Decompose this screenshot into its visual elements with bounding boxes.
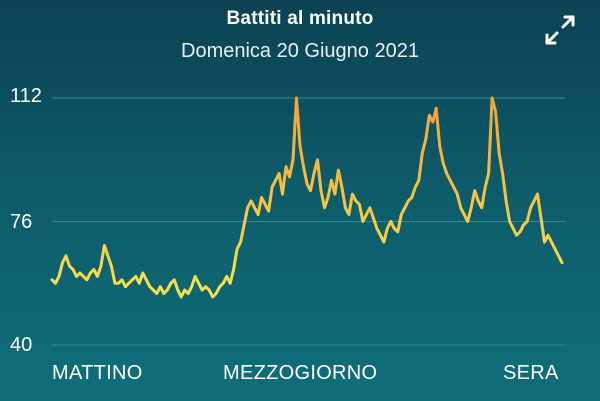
x-tick-label: MATTINO [52, 362, 143, 384]
expand-arrows-icon [545, 15, 575, 45]
chart-title: Battiti al minuto [226, 8, 374, 29]
heart-rate-series-line [50, 96, 564, 299]
x-tick-label: MEZZOGIORNO [223, 362, 378, 384]
x-tick-label: SERA [503, 362, 559, 384]
chart-date: Domenica 20 Giugno 2021 [181, 40, 419, 62]
y-tick-label: 40 [10, 334, 33, 356]
y-tick-label: 112 [10, 85, 42, 107]
expand-button[interactable] [540, 10, 580, 50]
y-tick-label: 76 [10, 211, 33, 233]
